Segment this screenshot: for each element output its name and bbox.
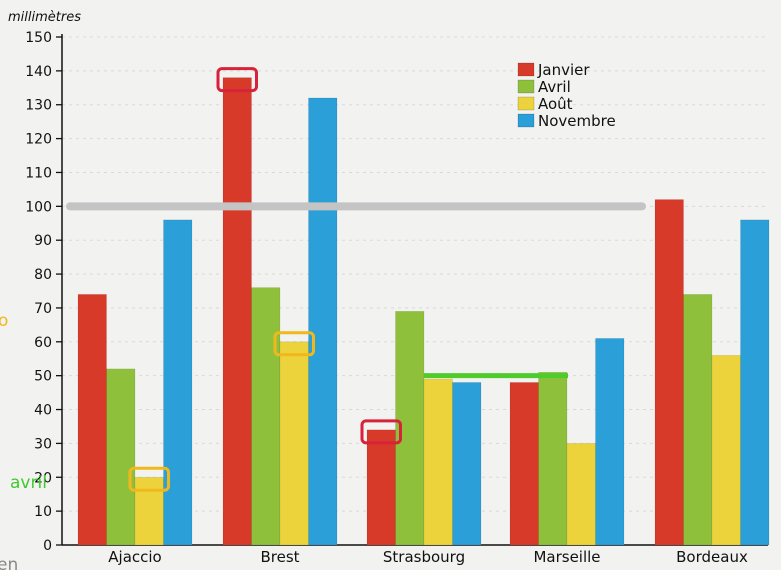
- highlight-box: [273, 331, 315, 357]
- bar-bordeaux-novembre: [740, 219, 770, 546]
- y-tick-label: 30: [34, 436, 52, 452]
- bar-bordeaux-avril: [683, 294, 713, 546]
- y-axis-unit-label: millimètres: [8, 10, 81, 25]
- x-category-label: Bordeaux: [676, 548, 748, 566]
- y-tick-label: 150: [25, 30, 52, 46]
- legend-label: Novembre: [538, 112, 616, 130]
- bar-strasbourg-novembre: [452, 382, 482, 546]
- margin-note-bottom: en: [0, 555, 18, 570]
- y-tick-label: 0: [43, 538, 52, 554]
- legend-swatch: [517, 79, 535, 94]
- y-tick-label: 140: [25, 64, 52, 80]
- margin-note-avril: avril: [10, 473, 47, 493]
- x-category-label: Brest: [260, 548, 299, 566]
- legend-label: Août: [538, 95, 573, 113]
- highlight-box: [128, 466, 170, 492]
- legend-swatch: [517, 96, 535, 111]
- margin-note-left: o: [0, 311, 8, 331]
- y-tick-label: 10: [34, 504, 52, 520]
- bar-marseille-avril: [538, 371, 568, 546]
- y-tick-label: 130: [25, 98, 52, 114]
- bar-brest-novembre: [308, 97, 338, 546]
- bar-bordeaux-aot: [711, 355, 741, 546]
- highlight-box: [216, 67, 258, 93]
- y-tick-label: 90: [34, 233, 52, 249]
- bar-ajaccio-janvier: [77, 294, 107, 546]
- y-tick-label: 20: [34, 470, 52, 486]
- x-category-label: Strasbourg: [383, 548, 465, 566]
- x-category-label: Marseille: [533, 548, 600, 566]
- bar-ajaccio-aot: [134, 476, 164, 546]
- legend-label: Janvier: [537, 61, 590, 79]
- bar-brest-janvier: [222, 77, 252, 546]
- bar-bordeaux-janvier: [654, 199, 684, 546]
- bar-brest-avril: [251, 287, 281, 546]
- legend-label: Avril: [538, 78, 571, 96]
- legend-swatch: [517, 113, 535, 128]
- annotations: [66, 67, 646, 492]
- x-category-label: Ajaccio: [108, 548, 161, 566]
- y-tick-label: 100: [25, 199, 52, 215]
- highlight-box: [360, 419, 402, 445]
- bar-ajaccio-novembre: [163, 219, 193, 546]
- bar-brest-aot: [279, 341, 309, 546]
- bars-group: [77, 77, 770, 546]
- y-tick-label: 70: [34, 301, 52, 317]
- legend-swatch: [517, 62, 535, 77]
- bar-strasbourg-janvier: [366, 429, 396, 546]
- y-tick-label: 50: [34, 369, 52, 385]
- y-tick-label: 110: [25, 165, 52, 181]
- bar-strasbourg-aot: [423, 378, 453, 546]
- y-axis: 0 10 20 30 40 50 60 70 80 90 100 110 120 130 140 150: [25, 30, 768, 554]
- bar-ajaccio-avril: [106, 368, 136, 546]
- y-tick-label: 40: [34, 403, 52, 419]
- y-tick-label: 120: [25, 132, 52, 148]
- bar-marseille-janvier: [509, 382, 539, 546]
- y-tick-label: 60: [34, 335, 52, 351]
- category-labels: Ajaccio Brest Strasbourg Marseille Bordeaux: [108, 548, 748, 566]
- y-tick-label: 80: [34, 267, 52, 283]
- bar-marseille-novembre: [595, 338, 625, 546]
- bar-marseille-aot: [566, 443, 596, 546]
